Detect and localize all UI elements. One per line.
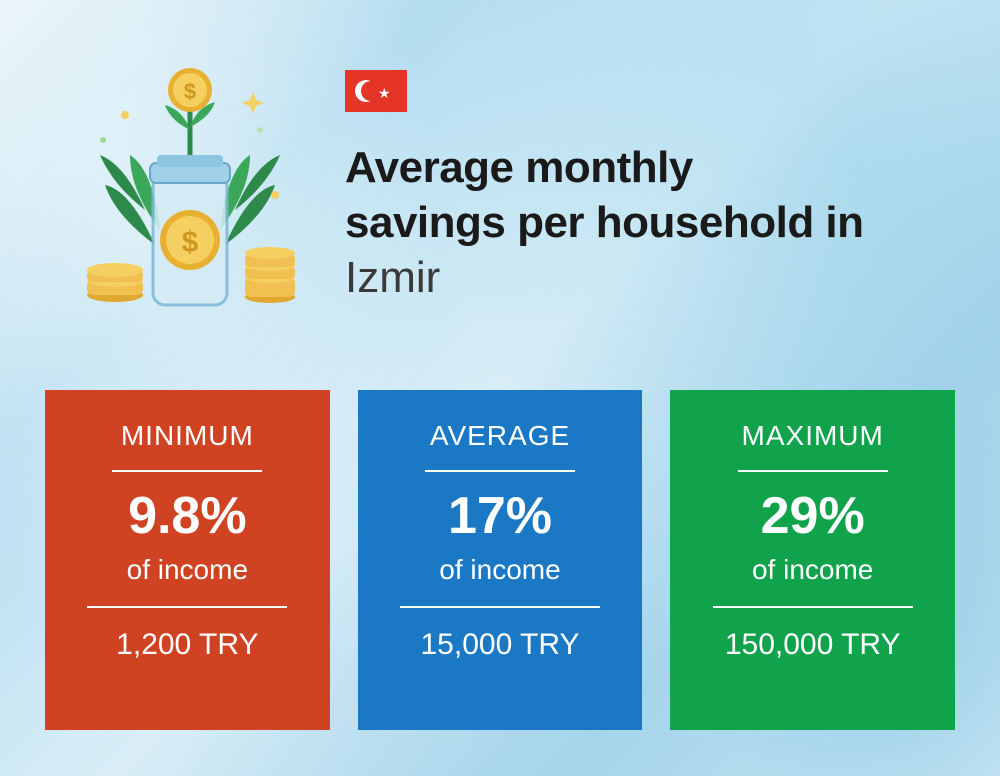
title-line-2: savings per household in	[345, 195, 864, 250]
card-percent: 9.8%	[128, 490, 247, 542]
card-minimum: MINIMUM 9.8% of income 1,200 TRY	[45, 390, 330, 730]
card-amount: 15,000 TRY	[421, 628, 580, 662]
svg-text:$: $	[184, 79, 196, 104]
divider	[112, 470, 262, 472]
title-line-1: Average monthly	[345, 140, 864, 195]
card-percent: 29%	[761, 490, 865, 542]
title-section: ★ Average monthly savings per household …	[345, 55, 864, 305]
card-label: MAXIMUM	[742, 420, 884, 452]
card-label: MINIMUM	[121, 420, 254, 452]
turkey-flag-icon: ★	[345, 70, 407, 112]
card-subtext: of income	[752, 554, 873, 586]
divider	[738, 470, 888, 472]
card-amount: 150,000 TRY	[725, 628, 901, 662]
divider	[400, 606, 600, 608]
card-maximum: MAXIMUM 29% of income 150,000 TRY	[670, 390, 955, 730]
card-subtext: of income	[127, 554, 248, 586]
svg-text:$: $	[182, 226, 199, 259]
city-name: Izmir	[345, 250, 864, 305]
stat-cards-row: MINIMUM 9.8% of income 1,200 TRY AVERAGE…	[45, 390, 955, 730]
card-amount: 1,200 TRY	[116, 628, 258, 662]
card-average: AVERAGE 17% of income 15,000 TRY	[358, 390, 643, 730]
header: $ $ ★ Average monthly savings per househ…	[75, 55, 950, 315]
divider	[713, 606, 913, 608]
divider	[425, 470, 575, 472]
card-label: AVERAGE	[430, 420, 570, 452]
card-subtext: of income	[439, 554, 560, 586]
divider	[87, 606, 287, 608]
savings-illustration: $ $	[75, 55, 305, 315]
card-percent: 17%	[448, 490, 552, 542]
